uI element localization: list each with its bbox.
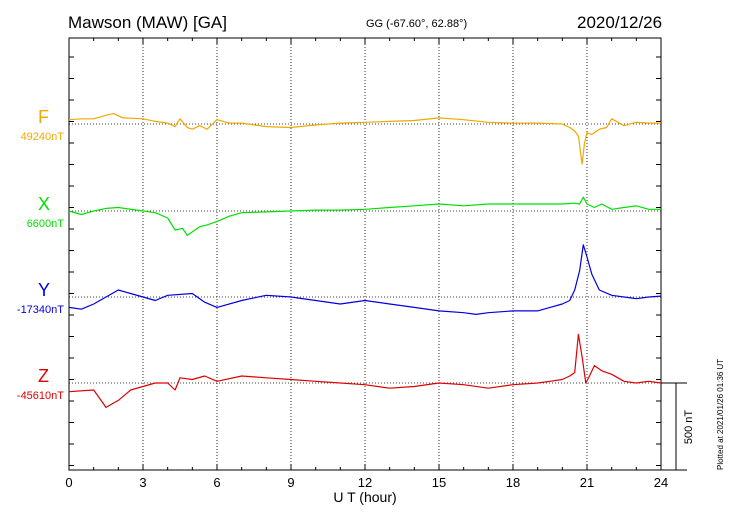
grid-lines (142, 38, 588, 470)
scale-bar-label: 500 nT (683, 410, 695, 445)
date-label: 2020/12/26 (577, 13, 663, 32)
component-z-baseline: -45610nT (16, 390, 64, 402)
x-tick-label-21: 21 (580, 475, 594, 490)
plotted-note: Plotted at 2021/01/26 01:36 UT (716, 358, 725, 470)
component-f-letter: F (38, 107, 49, 127)
x-tick-label-18: 18 (506, 475, 520, 490)
x-tick-labels: 0 3 6 9 12 15 18 21 24 (65, 475, 668, 490)
series-line-f (68, 112, 661, 165)
x-tick-label-6: 6 (213, 475, 220, 490)
x-tick-label-9: 9 (287, 475, 294, 490)
station-title: Mawson (MAW) [GA] (68, 13, 227, 32)
x-tick-label-12: 12 (358, 475, 372, 490)
x-tick-label-3: 3 (139, 475, 146, 490)
x-tick-label-15: 15 (432, 475, 446, 490)
component-y-letter: Y (38, 280, 51, 300)
x-tick-label-24: 24 (654, 475, 668, 490)
axis-ticks (68, 38, 662, 470)
scale-bar (661, 382, 687, 471)
component-f-baseline: 49240nT (20, 131, 64, 143)
component-y-baseline: -17340nT (16, 304, 64, 316)
series-line-z (68, 333, 662, 408)
component-x-letter: X (38, 194, 51, 214)
series-line-y (68, 244, 662, 315)
data-series (68, 112, 662, 408)
x-axis-label: U T (hour) (333, 489, 396, 505)
component-x-baseline: 6600nT (26, 218, 64, 230)
component-z-letter: Z (38, 366, 49, 386)
coordinates-label: GG (-67.60°, 62.88°) (366, 18, 468, 30)
series-line-x (68, 196, 661, 236)
x-tick-label-0: 0 (65, 475, 72, 490)
